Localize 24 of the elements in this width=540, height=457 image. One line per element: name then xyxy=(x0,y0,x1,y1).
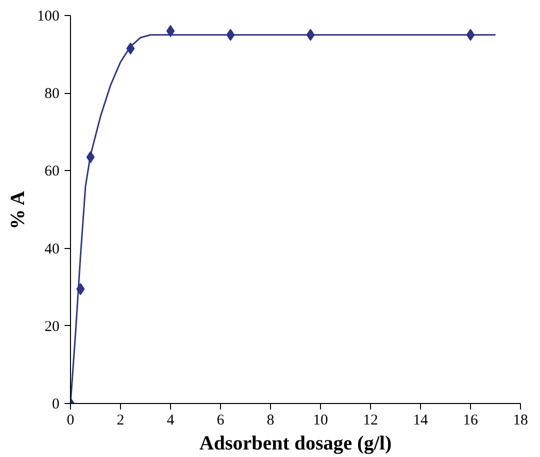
point xyxy=(166,25,175,38)
y-tick-label: 60 xyxy=(44,164,60,180)
point xyxy=(466,28,475,41)
x-tick-label: 16 xyxy=(463,412,478,428)
x-tick-label: 12 xyxy=(363,412,378,428)
x-tick-label: 6 xyxy=(216,412,225,428)
y-tick-label: 100 xyxy=(37,8,60,24)
point xyxy=(126,42,135,54)
x-tick-label: 8 xyxy=(266,412,274,428)
x-axis-title: Adsorbent dosage (g/l) xyxy=(199,432,392,454)
x-tick-label: 18 xyxy=(513,412,528,428)
y-tick-label: 0 xyxy=(52,396,60,412)
point xyxy=(226,28,235,41)
x-tick-label: 0 xyxy=(66,412,74,428)
x-tick-label: 14 xyxy=(413,412,428,428)
y-tick-label: 20 xyxy=(44,318,60,335)
x-tick-label: 4 xyxy=(166,412,175,428)
point xyxy=(86,151,95,164)
y-tick-label: 80 xyxy=(44,86,60,102)
x-tick-label: 10 xyxy=(313,412,328,428)
y-tick-label: 40 xyxy=(44,241,60,258)
x-tick-label: 2 xyxy=(116,412,124,428)
point xyxy=(306,28,315,41)
y-axis-title: % A xyxy=(7,190,29,230)
